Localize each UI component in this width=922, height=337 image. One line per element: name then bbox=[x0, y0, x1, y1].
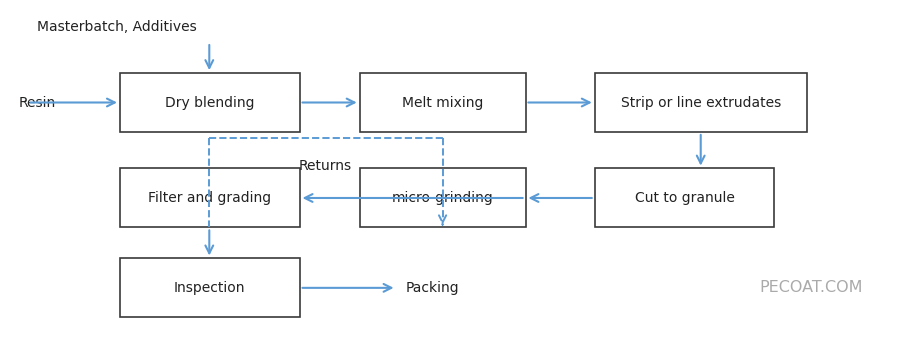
Text: Inspection: Inspection bbox=[174, 281, 245, 295]
FancyBboxPatch shape bbox=[360, 73, 526, 132]
Text: Cut to granule: Cut to granule bbox=[634, 191, 735, 205]
Text: Packing: Packing bbox=[406, 281, 459, 295]
Text: Strip or line extrudates: Strip or line extrudates bbox=[621, 95, 781, 110]
FancyBboxPatch shape bbox=[360, 168, 526, 227]
Text: PECOAT.COM: PECOAT.COM bbox=[760, 280, 863, 295]
FancyBboxPatch shape bbox=[595, 73, 807, 132]
Text: Masterbatch, Additives: Masterbatch, Additives bbox=[37, 20, 196, 34]
Text: Melt mixing: Melt mixing bbox=[402, 95, 483, 110]
Text: micro-grinding: micro-grinding bbox=[392, 191, 493, 205]
FancyBboxPatch shape bbox=[595, 168, 774, 227]
FancyBboxPatch shape bbox=[120, 258, 300, 317]
Text: Returns: Returns bbox=[299, 159, 352, 173]
Text: Filter and grading: Filter and grading bbox=[148, 191, 271, 205]
Text: Resin: Resin bbox=[18, 95, 55, 110]
FancyBboxPatch shape bbox=[120, 73, 300, 132]
Text: Dry blending: Dry blending bbox=[165, 95, 254, 110]
FancyBboxPatch shape bbox=[120, 168, 300, 227]
